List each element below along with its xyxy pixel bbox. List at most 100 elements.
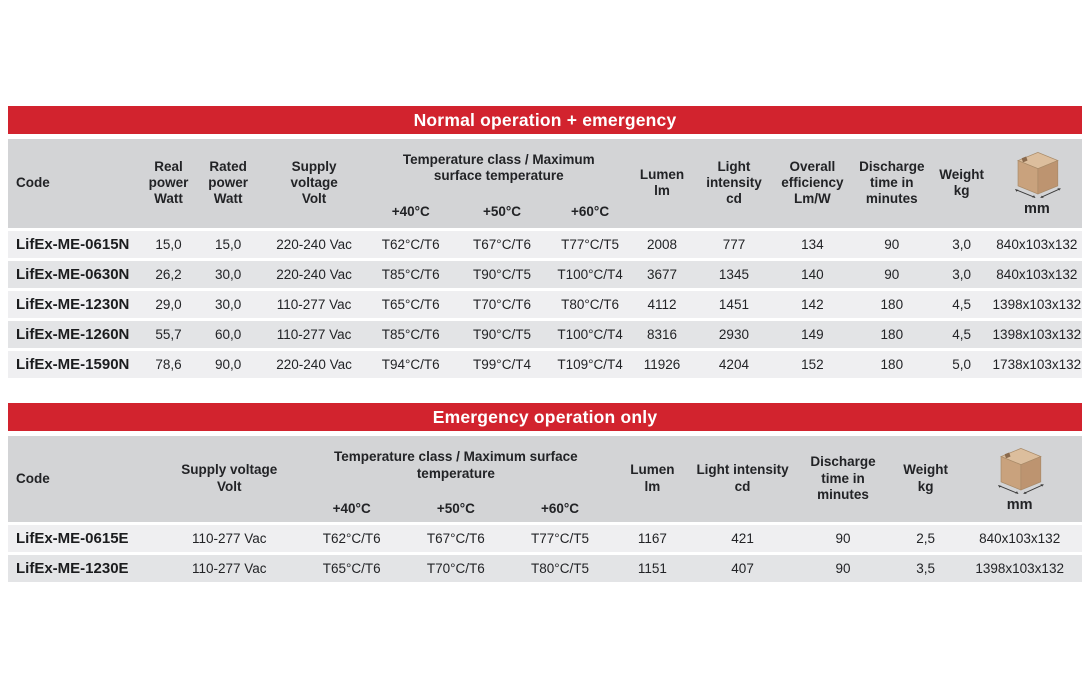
table-header: Code Real power Watt Rated power Watt Su… bbox=[8, 139, 1082, 229]
table-section-normal-emergency: Normal operation + emergency Code Real p… bbox=[8, 106, 1082, 381]
table-cell: T62°C/T6 bbox=[368, 227, 453, 261]
table-cell: 15,0 bbox=[197, 227, 260, 261]
table-cell: T65°C/T6 bbox=[300, 553, 404, 585]
table-cell: 3,0 bbox=[931, 259, 992, 291]
dimensions-unit-label: mm bbox=[1006, 496, 1033, 513]
col-header-temp-40: +40°C bbox=[368, 197, 453, 229]
table-row: LifEx-ME-0615E 110-277 Vac T62°C/T6 T67°C/T… bbox=[8, 522, 1082, 555]
row-code: LifEx-ME-0630N bbox=[8, 259, 141, 291]
table-cell: 60,0 bbox=[197, 319, 260, 351]
table-cell: T77°C/T5 bbox=[551, 227, 629, 261]
table-title-banner: Emergency operation only bbox=[8, 402, 1082, 431]
col-header-temperature-class: Temperature class / Maximum surface temp… bbox=[368, 139, 629, 197]
row-code: LifEx-ME-1230E bbox=[8, 553, 159, 585]
table-cell: T90°C/T5 bbox=[452, 259, 552, 291]
table-cell: 134 bbox=[772, 227, 853, 261]
table-cell: 142 bbox=[772, 289, 853, 321]
table-cell: T85°C/T6 bbox=[368, 259, 453, 291]
table-row: LifEx-ME-0615N 15,0 15,0 220-240 Vac T62°C/T… bbox=[8, 227, 1082, 261]
table-cell: 1151 bbox=[611, 553, 694, 585]
col-header-temp-60: +60°C bbox=[508, 495, 612, 524]
table-cell: T99°C/T4 bbox=[452, 349, 552, 381]
table-cell: 2,5 bbox=[893, 522, 958, 555]
table-cell: 140 bbox=[772, 259, 853, 291]
table-section-emergency-only: Emergency operation only Code Supply vol… bbox=[8, 402, 1082, 585]
dimensions-unit-label: mm bbox=[1023, 201, 1050, 218]
col-header-weight: Weight kg bbox=[931, 139, 992, 229]
table-cell: 90,0 bbox=[197, 349, 260, 381]
col-header-dimensions: mm bbox=[957, 435, 1082, 524]
table-cell: 5,0 bbox=[931, 349, 992, 381]
table-cell: 1345 bbox=[695, 259, 773, 291]
table-cell: 4204 bbox=[695, 349, 773, 381]
spec-table-normal-emergency: Code Real power Watt Rated power Watt Su… bbox=[8, 139, 1082, 381]
table-cell: 26,2 bbox=[140, 259, 198, 291]
col-header-overall-efficiency: Overall efficiency Lm/W bbox=[772, 139, 853, 229]
table-cell: 220-240 Vac bbox=[259, 227, 369, 261]
col-header-code: Code bbox=[8, 139, 141, 229]
table-header: Code Supply voltage Volt Temperature cla… bbox=[8, 435, 1082, 524]
table-cell: T90°C/T5 bbox=[452, 319, 552, 351]
table-cell: 90 bbox=[852, 259, 932, 291]
table-cell: 4,5 bbox=[931, 319, 992, 351]
table-body: LifEx-ME-0615E 110-277 Vac T62°C/T6 T67°C/T… bbox=[8, 522, 1082, 585]
col-header-lumen: Lumen lm bbox=[628, 139, 696, 229]
table-cell: 3,0 bbox=[931, 227, 992, 261]
col-header-weight: Weight kg bbox=[893, 435, 958, 524]
table-cell: T109°C/T4 bbox=[551, 349, 629, 381]
table-cell: 2930 bbox=[695, 319, 773, 351]
table-cell: T70°C/T6 bbox=[452, 289, 552, 321]
table-row: LifEx-ME-1230E 110-277 Vac T65°C/T6 T70°C/T… bbox=[8, 553, 1082, 585]
table-cell: 55,7 bbox=[140, 319, 198, 351]
col-header-discharge-time: Discharge time in minutes bbox=[852, 139, 932, 229]
table-cell: 2008 bbox=[628, 227, 696, 261]
table-cell: 8316 bbox=[628, 319, 696, 351]
table-cell: 4112 bbox=[628, 289, 696, 321]
col-header-rated-power: Rated power Watt bbox=[197, 139, 260, 229]
col-header-light-intensity: Light intensity cd bbox=[693, 435, 792, 524]
table-cell: 110-277 Vac bbox=[259, 289, 369, 321]
spec-table-emergency-only: Code Supply voltage Volt Temperature cla… bbox=[8, 435, 1082, 585]
table-cell: T100°C/T4 bbox=[551, 319, 629, 351]
table-cell: T80°C/T6 bbox=[551, 289, 629, 321]
table-cell: 180 bbox=[852, 349, 932, 381]
table-cell: 90 bbox=[791, 522, 894, 555]
table-cell: T67°C/T6 bbox=[452, 227, 552, 261]
table-cell: T65°C/T6 bbox=[368, 289, 453, 321]
row-code: LifEx-ME-1230N bbox=[8, 289, 141, 321]
table-cell: 30,0 bbox=[197, 289, 260, 321]
table-cell: 1398x103x132 bbox=[957, 553, 1082, 585]
col-header-light-intensity: Light intensity cd bbox=[695, 139, 773, 229]
table-title-banner: Normal operation + emergency bbox=[8, 106, 1082, 134]
col-header-code: Code bbox=[8, 435, 159, 524]
table-cell: 29,0 bbox=[140, 289, 198, 321]
table-cell: 110-277 Vac bbox=[158, 522, 301, 555]
table-title: Normal operation + emergency bbox=[413, 110, 677, 130]
row-code: LifEx-ME-1260N bbox=[8, 319, 141, 351]
table-cell: 110-277 Vac bbox=[158, 553, 301, 585]
table-body: LifEx-ME-0615N 15,0 15,0 220-240 Vac T62°C/T… bbox=[8, 227, 1082, 381]
table-cell: 407 bbox=[693, 553, 792, 585]
table-row: LifEx-ME-1590N 78,6 90,0 220-240 Vac T94°C/T… bbox=[8, 349, 1082, 381]
table-cell: 1738x103x132 bbox=[991, 349, 1082, 381]
table-cell: 3,5 bbox=[893, 553, 958, 585]
table-cell: 110-277 Vac bbox=[259, 319, 369, 351]
table-cell: 1451 bbox=[695, 289, 773, 321]
table-cell: 421 bbox=[693, 522, 792, 555]
col-header-temp-50: +50°C bbox=[403, 495, 509, 524]
col-header-temp-40: +40°C bbox=[300, 495, 404, 524]
package-box-icon bbox=[997, 447, 1044, 494]
table-cell: T67°C/T6 bbox=[403, 522, 509, 555]
col-header-real-power: Real power Watt bbox=[140, 139, 198, 229]
table-cell: 1398x103x132 bbox=[991, 289, 1082, 321]
table-title: Emergency operation only bbox=[432, 406, 658, 427]
table-cell: 840x103x132 bbox=[957, 522, 1082, 555]
row-code: LifEx-ME-0615E bbox=[8, 522, 159, 555]
table-cell: 220-240 Vac bbox=[259, 259, 369, 291]
col-header-supply-voltage: Supply voltage Volt bbox=[158, 435, 301, 524]
section-gap bbox=[8, 381, 1082, 403]
table-cell: 840x103x132 bbox=[991, 227, 1082, 261]
spec-content: Normal operation + emergency Code Real p… bbox=[8, 106, 1082, 585]
table-cell: 11926 bbox=[628, 349, 696, 381]
